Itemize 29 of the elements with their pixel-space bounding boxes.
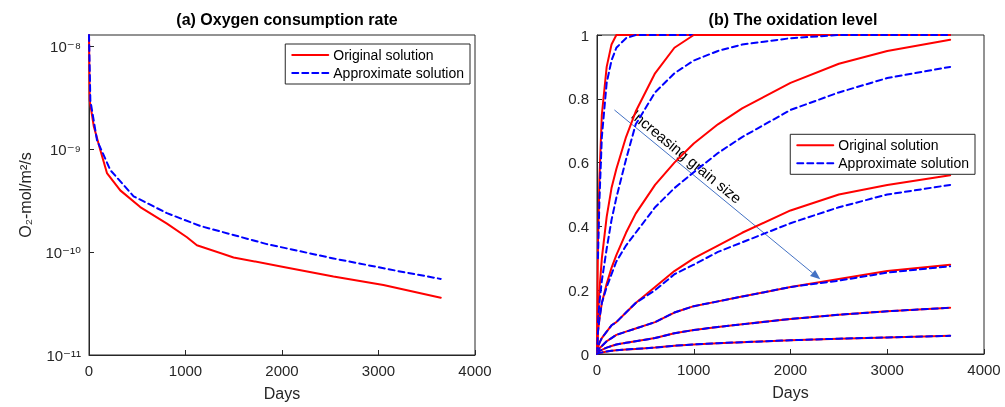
x-tick-label: 3000 (870, 361, 904, 378)
y-tick-label: 10⁻⁸ (50, 38, 81, 56)
chart-title: (b) The oxidation level (708, 10, 878, 28)
x-tick-label: 2000 (773, 361, 808, 378)
legend-label: Original solution (333, 47, 434, 63)
x-tick-label: 0 (84, 362, 94, 379)
x-axis-title: Days (263, 384, 301, 402)
x-tick-label: 0 (592, 361, 602, 378)
x-axis-title: Days (772, 383, 809, 401)
x-tick-label: 3000 (361, 362, 396, 379)
y-tick-label: 10⁻¹¹ (46, 346, 81, 364)
y-tick-label: 10⁻⁹ (49, 140, 81, 158)
legend-label: Approximate solution (838, 155, 970, 172)
x-tick-label: 1000 (168, 362, 203, 379)
y-tick-label: 0.2 (568, 281, 589, 299)
x-tick-label: 4000 (967, 361, 1001, 378)
y-tick-label: 0 (580, 345, 589, 363)
y-tick-label: 10⁻¹⁰ (45, 243, 81, 261)
y-axis-title: O₂-mol/m²/s (16, 152, 34, 238)
x-tick-label: 1000 (677, 361, 711, 378)
y-tick-label: 1 (580, 26, 589, 44)
y-tick-label: 0.6 (568, 154, 589, 172)
y-tick-label: 0.4 (568, 217, 589, 235)
y-tick-label: 0.8 (568, 90, 589, 108)
x-tick-label: 2000 (265, 362, 299, 379)
legend-label: Approximate solution (333, 65, 465, 81)
legend-label: Original solution (838, 137, 939, 154)
chart-title: (a) Oxygen consumption rate (176, 10, 398, 28)
x-tick-label: 4000 (458, 362, 492, 379)
